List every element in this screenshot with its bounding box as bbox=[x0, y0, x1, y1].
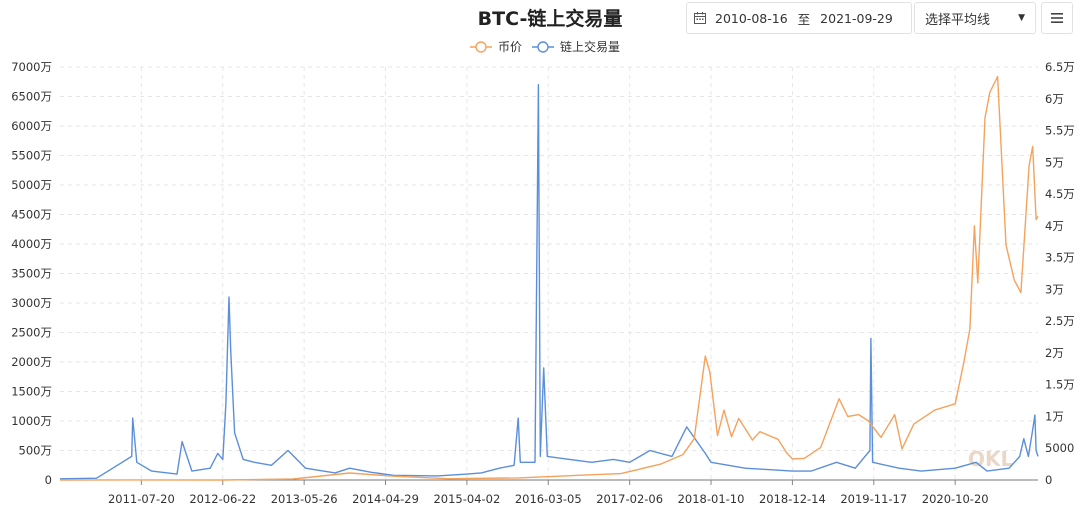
y-right-tick-label: 3.5万 bbox=[1045, 251, 1075, 265]
y-left-tick-label: 4500万 bbox=[11, 208, 52, 222]
y-left-tick-label: 0 bbox=[45, 473, 52, 487]
x-tick-label: 2018-12-14 bbox=[759, 492, 826, 506]
y-left-tick-label: 1500万 bbox=[11, 385, 52, 399]
x-tick-label: 2016-03-05 bbox=[515, 492, 582, 506]
y-right-tick-label: 5000 bbox=[1045, 441, 1074, 455]
y-right-tick-label: 1.5万 bbox=[1045, 378, 1075, 392]
y-left-tick-label: 5000万 bbox=[11, 178, 52, 192]
average-line-select-label: 选择平均线 bbox=[925, 12, 991, 28]
end-date-input[interactable]: 2021-09-29 bbox=[820, 10, 893, 26]
legend-item-price[interactable]: 币价 bbox=[470, 40, 522, 54]
series-line-price bbox=[59, 75, 1039, 481]
x-tick-label: 2013-05-26 bbox=[271, 492, 338, 506]
y-left-tick-label: 3000万 bbox=[11, 296, 52, 310]
y-right-tick-label: 4.5万 bbox=[1045, 187, 1075, 201]
y-right-tick-label: 3万 bbox=[1045, 282, 1064, 296]
x-tick-label: 2018-01-10 bbox=[678, 492, 745, 506]
caret-down-icon: ▼ bbox=[1018, 13, 1025, 23]
legend-label: 链上交易量 bbox=[560, 39, 620, 54]
chart-title: BTC-链上交易量 bbox=[477, 8, 623, 30]
y-right-tick-label: 5万 bbox=[1045, 155, 1064, 169]
x-tick-label: 2015-04-02 bbox=[433, 492, 500, 506]
series-layer bbox=[59, 75, 1039, 481]
legend-item-volume[interactable]: 链上交易量 bbox=[532, 39, 620, 54]
x-tick-label: 2017-02-06 bbox=[596, 492, 663, 506]
y-left-tick-label: 2000万 bbox=[11, 355, 52, 369]
x-tick-label: 2011-07-20 bbox=[108, 492, 175, 506]
average-line-select[interactable]: 选择平均线 ▼ bbox=[914, 2, 1036, 34]
x-tick-label: 2014-04-29 bbox=[352, 492, 419, 506]
legend-circle-icon bbox=[537, 41, 549, 53]
y-right-tick-label: 6.5万 bbox=[1045, 60, 1075, 74]
y-left-tick-label: 6000万 bbox=[11, 119, 52, 133]
x-tick-label: 2012-06-22 bbox=[189, 492, 256, 506]
y-left-tick-label: 500万 bbox=[19, 444, 52, 458]
y-right-tick-label: 6万 bbox=[1045, 92, 1064, 106]
hamburger-menu-button[interactable] bbox=[1041, 2, 1073, 34]
y-left-tick-label: 1000万 bbox=[11, 414, 52, 428]
y-right-tick-label: 2.5万 bbox=[1045, 314, 1075, 328]
grid-layer bbox=[60, 66, 1038, 480]
legend-circle-icon bbox=[475, 41, 487, 53]
y-left-tick-label: 7000万 bbox=[11, 60, 52, 74]
y-right-tick-label: 1万 bbox=[1045, 409, 1064, 423]
y-left-tick-label: 2500万 bbox=[11, 326, 52, 340]
x-tick-label: 2019-11-17 bbox=[840, 492, 907, 506]
y-left-tick-label: 6500万 bbox=[11, 90, 52, 104]
legend[interactable]: 币价 链上交易量 bbox=[470, 39, 620, 54]
axis-layer: 0 500万 1000万 1500万 2000万 2500万 3000万 3500万 4000万… bbox=[11, 60, 1075, 506]
series-line-volume bbox=[59, 83, 1039, 480]
start-date-input[interactable]: 2010-08-16 bbox=[715, 10, 788, 26]
y-right-tick-label: 2万 bbox=[1045, 346, 1064, 360]
y-right-tick-label: 5.5万 bbox=[1045, 124, 1075, 138]
y-left-tick-label: 5500万 bbox=[11, 149, 52, 163]
watermark: OKL bbox=[968, 447, 1014, 471]
legend-label: 币价 bbox=[498, 40, 522, 54]
y-right-tick-label: 4万 bbox=[1045, 219, 1064, 233]
calendar-icon bbox=[694, 12, 706, 24]
date-range-picker[interactable]: 2010-08-16 至 2021-09-29 bbox=[686, 2, 912, 34]
y-left-tick-label: 3500万 bbox=[11, 267, 52, 281]
x-tick-label: 2020-10-20 bbox=[922, 492, 989, 506]
date-separator: 至 bbox=[797, 11, 811, 27]
hamburger-menu-icon bbox=[1051, 13, 1063, 23]
y-left-tick-label: 4000万 bbox=[11, 237, 52, 251]
y-right-tick-label: 0 bbox=[1045, 473, 1052, 487]
